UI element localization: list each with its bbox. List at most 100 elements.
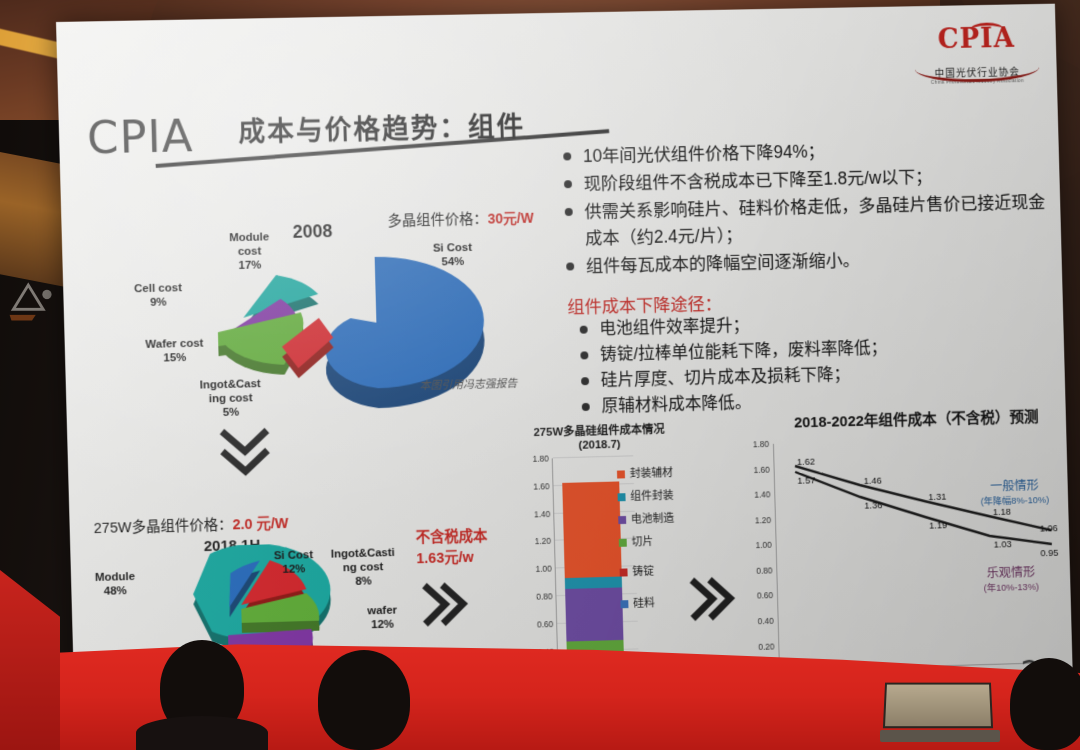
bar-ytick: 0.60 <box>536 618 554 630</box>
legend-swatch-icon <box>618 515 627 525</box>
pie-2008-label-si: Si Cost 54% <box>432 241 473 269</box>
bar-segment-dianchizhizao <box>565 587 624 642</box>
line-value-optimistic-2018: 1.57 <box>797 475 816 487</box>
line-ytick: 1.80 <box>752 439 770 450</box>
pie-2008-label-wafer: Wafer cost 15% <box>145 337 204 365</box>
bar-ytick: 1.80 <box>532 453 549 464</box>
bullet-text: 10年间光伏组件价格下降94%； <box>582 141 825 167</box>
chevron-right-icon-2 <box>688 575 736 622</box>
laptop-screen <box>882 682 994 729</box>
bullet-text: 电池组件效率提升； <box>599 315 750 339</box>
pie-2008-price: 多晶组件价格：30元/W <box>387 209 534 230</box>
cost-reduction-path-list: 电池组件效率提升； 铸锭/拉棒单位能耗下降，废料率降低； 硅片厚度、切片成本及损… <box>579 306 1050 420</box>
pie-chart-2008 <box>217 254 487 410</box>
line-annotation-general: 一般情形 (年降幅8%-10%) <box>961 478 1068 510</box>
chevron-down-icon <box>219 427 272 482</box>
pie-2008-price-value: 30元/W <box>487 209 534 227</box>
line-series-paths <box>773 437 1059 671</box>
line-ytick: 0.80 <box>756 565 773 576</box>
legend-swatch-icon <box>618 538 627 547</box>
list-item: 供需关系影响硅片、硅料价格走低，多晶硅片售价已接近现金成本（约2.4元/片）； <box>564 189 1053 253</box>
line-annotation-optimistic-note: (年10%-13%) <box>983 581 1040 595</box>
line-value-optimistic-2022: 0.95 <box>1040 547 1059 560</box>
pie-2018-price: 275W多晶组件价格：2.0 元/W <box>93 515 289 538</box>
legend-label: 硅料 <box>633 597 656 610</box>
pie-2018-label-si: Si Cost 12% <box>273 549 314 576</box>
line-plot-area: 0.00 0.20 0.40 0.60 0.80 1.00 1.20 1.40 … <box>753 437 1071 689</box>
legend-label: 封装辅材 <box>629 467 674 481</box>
legend-item: 切片 <box>618 534 694 550</box>
line-ytick: 1.00 <box>755 540 772 551</box>
bar-chart-title: 275W多晶硅组件成本情况(2018.7) <box>533 423 665 452</box>
bar-ytick: 1.60 <box>533 481 550 492</box>
bar-segment-fengzhuangfucai <box>562 481 622 578</box>
legend-swatch-icon <box>616 470 626 479</box>
line-ytick: 1.20 <box>754 514 772 526</box>
audience-head <box>318 650 410 750</box>
bullet-text: 供需关系影响硅片、硅料价格走低，多晶硅片售价已接近现金成本（约2.4元/片）； <box>584 191 1046 249</box>
notax-cost-callout: 不含税成本 1.63元/w <box>416 527 489 571</box>
audience-head <box>1010 658 1080 750</box>
projected-slide: CPIA 成本与价格趋势：组件 CPIA 中国光伏行业协会 China Phot… <box>56 3 1073 712</box>
pie-2008-label-ingot: Ingot&Cast ing cost 5% <box>199 378 261 419</box>
line-ytick: 0.40 <box>757 615 774 627</box>
chevron-right-icon-1 <box>421 581 470 628</box>
line-ytick: 1.60 <box>753 464 770 475</box>
laptop-base <box>880 730 1000 742</box>
line-annotation-optimistic: 乐观情形 (年10%-13%) <box>957 564 1064 596</box>
bullet-dot-icon <box>581 402 590 412</box>
bullet-dot-icon <box>581 377 590 386</box>
citation-note: 本图引用冯志强报告 <box>419 377 518 393</box>
line-value-general-2018: 1.62 <box>796 456 816 468</box>
legend-item: 封装辅材 <box>616 466 692 482</box>
pie-2008-title: 2008 <box>292 221 333 242</box>
audience-shoulder <box>136 716 268 750</box>
pie-2018-label-wafer: wafer 12% <box>367 604 398 632</box>
line-value-optimistic-2019: 1.36 <box>864 500 883 512</box>
line-value-general-2019: 1.46 <box>863 475 882 487</box>
slide-brand: CPIA <box>86 109 195 165</box>
legend-item: 铸锭 <box>619 564 695 580</box>
pie-2008-label-cell: Cell cost 9% <box>133 282 183 309</box>
line-ytick: 0.20 <box>758 641 775 652</box>
logo-sun-icon <box>970 22 1004 37</box>
pie-2018-price-value: 2.0 元/W <box>232 515 289 534</box>
legend-swatch-icon <box>620 600 629 609</box>
line-value-optimistic-2020: 1.19 <box>928 520 948 532</box>
page-title: 成本与价格趋势：组件 <box>237 111 526 148</box>
legend-label: 电池制造 <box>630 512 675 526</box>
pie-2008-label-module: Module cost 17% <box>229 231 270 272</box>
bar-chart-legend: 封装辅材 组件封装 电池制造 切片 铸锭 硅料 <box>616 466 696 620</box>
line-value-general-2022: 1.06 <box>1039 523 1058 535</box>
bar-ytick: 1.20 <box>534 536 552 547</box>
bar-ytick: 0.80 <box>536 591 553 602</box>
pie-2018-label-module: Module 48% <box>94 570 136 598</box>
notax-label: 不含税成本 <box>415 528 488 547</box>
bar-ytick: 1.40 <box>533 508 551 520</box>
line-ytick: 1.40 <box>754 489 771 500</box>
bullet-dot-icon <box>563 152 572 161</box>
pie-2018-label-ingot: Ingot&Casti ng cost 8% <box>330 546 395 588</box>
notax-value: 1.63元/w <box>416 549 474 568</box>
bullet-dot-icon <box>563 180 573 189</box>
legend-swatch-icon <box>619 568 628 577</box>
line-annotation-general-note: (年降幅8%-10%) <box>980 494 1050 508</box>
laptop <box>880 682 1000 742</box>
line-ytick: 0.60 <box>756 590 774 601</box>
bullet-text: 组件每瓦成本的降幅空间逐渐缩小。 <box>585 250 861 277</box>
bar-ytick: 1.00 <box>535 563 552 575</box>
bullet-dot-icon <box>564 207 573 217</box>
legend-label: 组件封装 <box>630 489 674 503</box>
wall-logo-icon <box>9 282 52 321</box>
legend-label: 切片 <box>631 536 654 549</box>
bullet-dot-icon <box>580 351 589 360</box>
line-value-optimistic-2021: 1.03 <box>993 539 1012 551</box>
bullet-dot-icon <box>566 262 575 271</box>
bullet-list: 10年间光伏组件价格下降94%； 现阶段组件不含税成本已下降至1.8元/w以下；… <box>563 134 1054 282</box>
legend-swatch-icon <box>617 493 626 502</box>
legend-item: 电池制造 <box>618 511 693 527</box>
cpia-logo: CPIA 中国光伏行业协会 China Photovoltaic Industr… <box>912 22 1042 91</box>
bullet-dot-icon <box>579 325 588 334</box>
legend-item: 硅料 <box>620 595 695 611</box>
legend-item: 组件封装 <box>617 488 692 504</box>
